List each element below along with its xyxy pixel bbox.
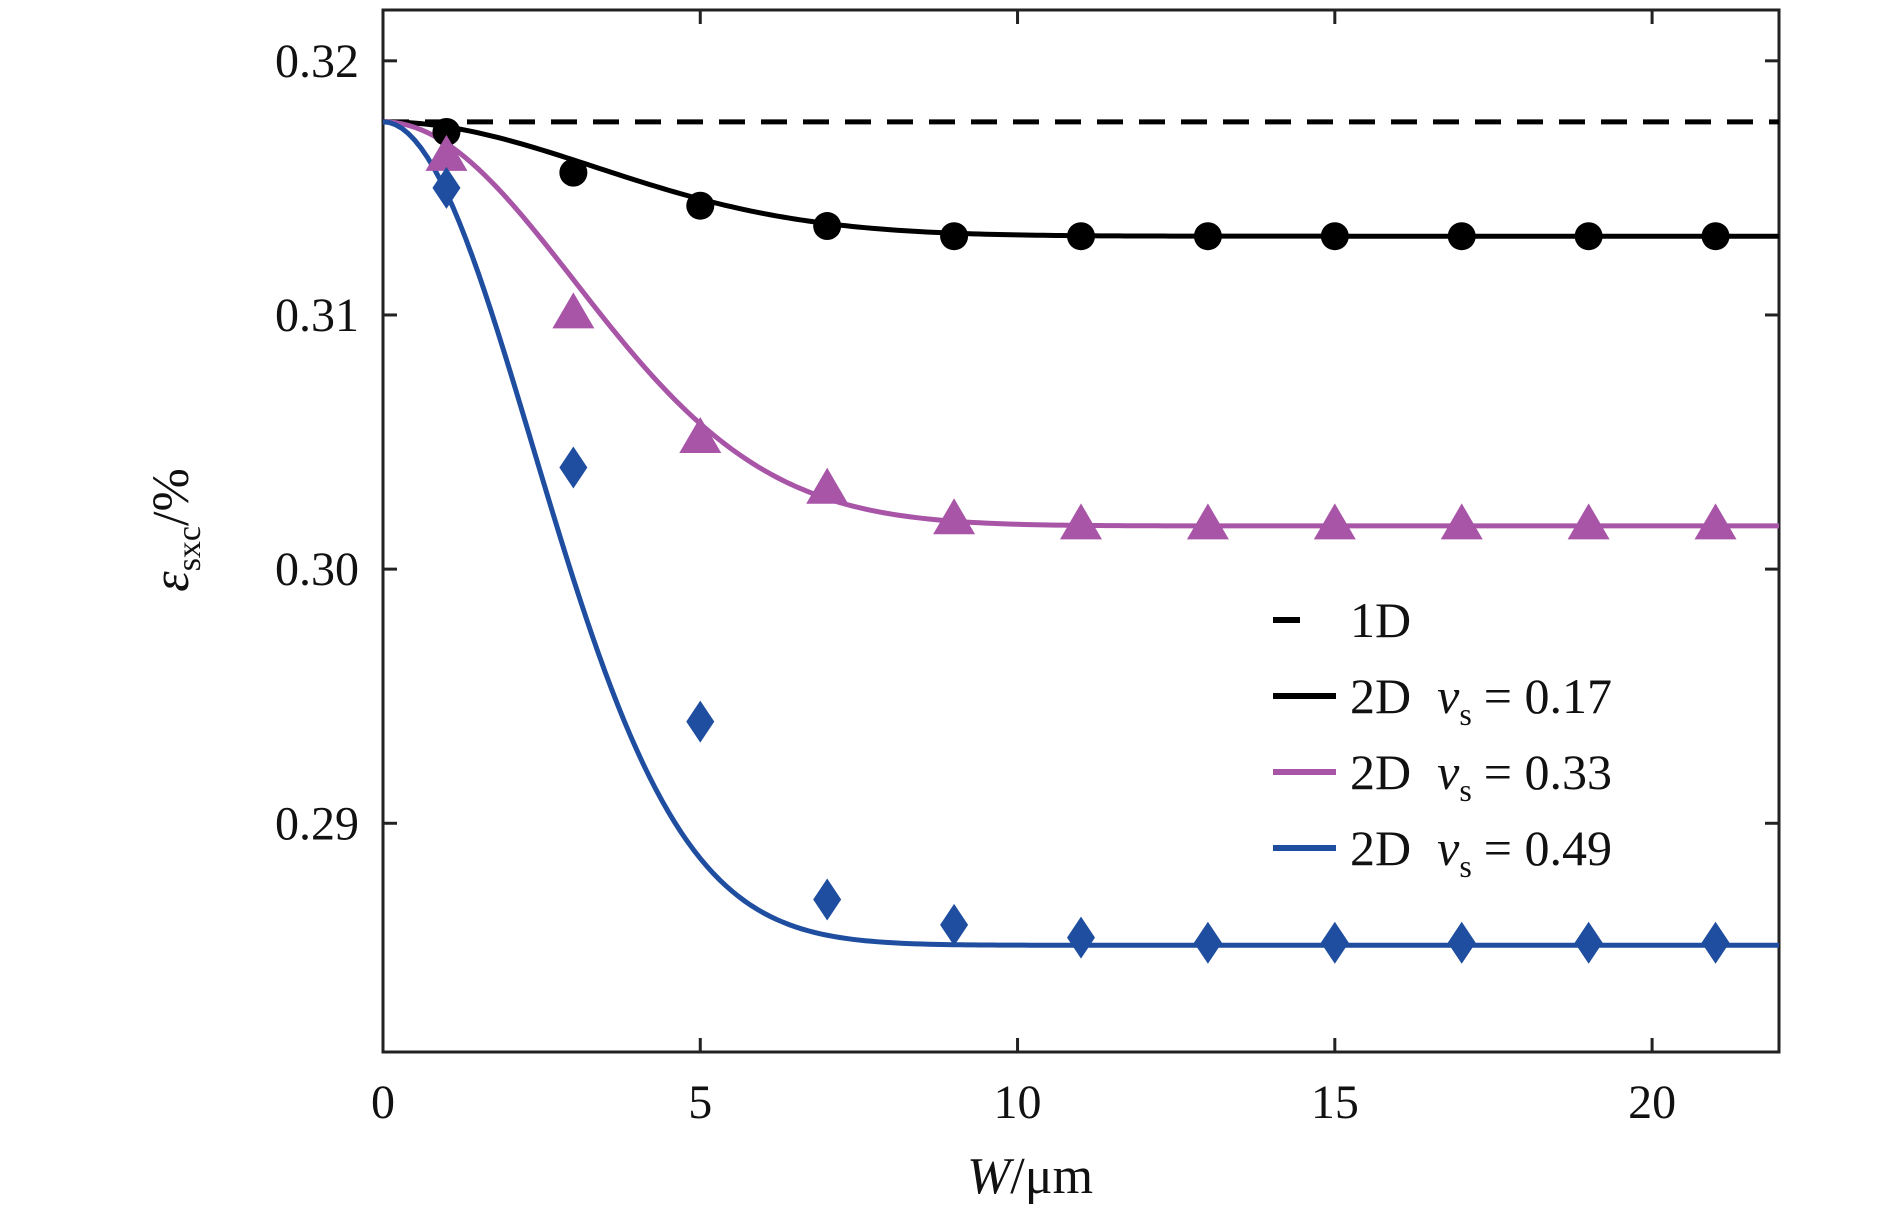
legend-entry-label: 2D νs = 0.49: [1350, 820, 1612, 884]
data-point-triangle: [1440, 503, 1483, 540]
x-axis-label: W/μm: [967, 1148, 1093, 1205]
y-tick-label: 0.31: [275, 289, 359, 342]
marker-layer: [425, 117, 1737, 964]
data-point-circle: [432, 117, 461, 146]
y-ticks: 0.29 0.30 0.31 0.32: [275, 35, 1779, 850]
plot-frame: [381, 8, 1781, 1054]
data-point-circle: [813, 212, 842, 241]
data-point-triangle: [552, 292, 595, 329]
data-point-triangle: [1567, 503, 1610, 540]
data-point-triangle: [933, 498, 976, 535]
y-tick-label: 0.29: [275, 797, 359, 850]
data-point-circle: [1193, 222, 1222, 251]
x-tick-label: 5: [688, 1076, 712, 1129]
data-point-circle: [1574, 222, 1603, 251]
data-point-triangle: [1186, 503, 1229, 540]
x-tick-label: 20: [1628, 1076, 1676, 1129]
data-point-circle: [1320, 222, 1349, 251]
data-point-diamond: [940, 903, 969, 946]
x-tick-label: 10: [994, 1076, 1042, 1129]
series-line-1: [382, 119, 1779, 239]
data-point-triangle: [1694, 503, 1737, 540]
legend-entry-label: 2D νs = 0.33: [1350, 744, 1612, 808]
data-point-triangle: [679, 416, 722, 453]
data-point-triangle: [1313, 503, 1356, 540]
y-tick-label: 0.32: [275, 35, 359, 88]
data-point-circle: [1447, 222, 1476, 251]
legend-entry-label: 2D νs = 0.17: [1350, 668, 1612, 732]
x-tick-label: 15: [1311, 1076, 1359, 1129]
x-tick-label: 0: [371, 1076, 395, 1129]
data-point-triangle: [1060, 503, 1102, 540]
data-point-diamond: [559, 446, 588, 489]
data-point-circle: [1067, 222, 1095, 251]
legend: 1D 2D νs = 0.17 2D νs = 0.33 2D νs = 0.49: [1273, 592, 1612, 884]
data-point-circle: [1701, 222, 1730, 251]
legend-entry-label: 1D: [1350, 592, 1411, 648]
data-point-diamond: [1320, 921, 1349, 964]
data-point-diamond: [1574, 921, 1603, 964]
y-tick-label: 0.30: [275, 543, 359, 596]
series-line-2: [382, 119, 1779, 529]
data-point-circle: [940, 222, 969, 251]
x-ticks: 0 5 10 15 20: [371, 10, 1676, 1129]
data-point-triangle: [806, 467, 849, 504]
y-axis-label: εsxc/%: [143, 468, 208, 592]
data-point-circle: [559, 158, 588, 187]
data-point-diamond: [1447, 921, 1476, 964]
data-point-diamond: [1193, 921, 1222, 964]
data-point-diamond: [432, 166, 461, 209]
data-point-triangle: [425, 134, 468, 171]
data-point-diamond: [1067, 916, 1095, 959]
data-point-diamond: [813, 878, 842, 921]
data-point-diamond: [1701, 921, 1730, 964]
data-point-circle: [686, 191, 715, 220]
data-point-diamond: [686, 700, 715, 743]
